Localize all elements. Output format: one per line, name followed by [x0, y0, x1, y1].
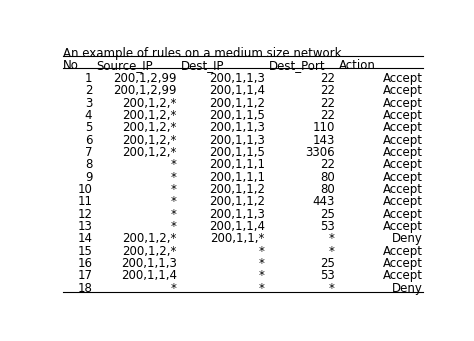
- Text: 22: 22: [320, 97, 335, 109]
- Text: 200,1,1,3: 200,1,1,3: [209, 208, 265, 221]
- Text: 200,1,2,99: 200,1,2,99: [113, 72, 177, 85]
- Text: 80: 80: [320, 183, 335, 196]
- Text: *: *: [329, 282, 335, 295]
- Text: 200,1,1,4: 200,1,1,4: [209, 220, 265, 233]
- Text: Deny: Deny: [392, 282, 423, 295]
- Text: 200,1,2,99: 200,1,2,99: [113, 84, 177, 97]
- Text: Deny: Deny: [392, 232, 423, 245]
- Text: 80: 80: [320, 170, 335, 184]
- Text: Accept: Accept: [383, 158, 423, 171]
- Text: 200,1,1,2: 200,1,1,2: [209, 183, 265, 196]
- Text: Accept: Accept: [383, 183, 423, 196]
- Text: Accept: Accept: [383, 134, 423, 147]
- Text: No.: No.: [63, 59, 82, 72]
- Text: 110: 110: [312, 121, 335, 134]
- Text: 200,1,2,*: 200,1,2,*: [122, 134, 177, 147]
- Text: Accept: Accept: [383, 121, 423, 134]
- Text: 200,1,1,3: 200,1,1,3: [209, 72, 265, 85]
- Text: Accept: Accept: [383, 72, 423, 85]
- Text: Source_IP: Source_IP: [96, 59, 153, 72]
- Text: 3: 3: [85, 97, 92, 109]
- Text: 200,1,1,4: 200,1,1,4: [121, 269, 177, 282]
- Text: Action: Action: [338, 59, 375, 72]
- Text: *: *: [329, 245, 335, 258]
- Text: 9: 9: [85, 170, 92, 184]
- Text: *: *: [171, 158, 177, 171]
- Text: 53: 53: [320, 220, 335, 233]
- Text: *: *: [171, 170, 177, 184]
- Text: 200,1,1,5: 200,1,1,5: [209, 109, 265, 122]
- Text: 8: 8: [85, 158, 92, 171]
- Text: 200,1,2,*: 200,1,2,*: [122, 97, 177, 109]
- Text: 200,1,1,1: 200,1,1,1: [209, 158, 265, 171]
- Text: 1: 1: [85, 72, 92, 85]
- Text: 22: 22: [320, 72, 335, 85]
- Text: *: *: [259, 245, 265, 258]
- Text: 200,1,1,2: 200,1,1,2: [209, 97, 265, 109]
- Text: 15: 15: [77, 245, 92, 258]
- Text: 22: 22: [320, 109, 335, 122]
- Text: 53: 53: [320, 269, 335, 282]
- Text: *: *: [259, 257, 265, 270]
- Text: 200,1,2,*: 200,1,2,*: [122, 245, 177, 258]
- Text: *: *: [171, 183, 177, 196]
- Text: 22: 22: [320, 84, 335, 97]
- Text: 200,1,1,3: 200,1,1,3: [121, 257, 177, 270]
- Text: 25: 25: [320, 208, 335, 221]
- Text: 200,1,1,2: 200,1,1,2: [209, 195, 265, 208]
- Text: 18: 18: [77, 282, 92, 295]
- Text: *: *: [259, 269, 265, 282]
- Text: Dest_Port: Dest_Port: [269, 59, 325, 72]
- Text: Accept: Accept: [383, 146, 423, 159]
- Text: Accept: Accept: [383, 269, 423, 282]
- Text: Accept: Accept: [383, 220, 423, 233]
- Text: 5: 5: [85, 121, 92, 134]
- Text: 200,1,1,1: 200,1,1,1: [209, 170, 265, 184]
- Text: 13: 13: [77, 220, 92, 233]
- Text: 200,1,2,*: 200,1,2,*: [122, 121, 177, 134]
- Text: *: *: [171, 282, 177, 295]
- Text: 200,1,1,5: 200,1,1,5: [209, 146, 265, 159]
- Text: 14: 14: [77, 232, 92, 245]
- Text: 4: 4: [85, 109, 92, 122]
- Text: 443: 443: [312, 195, 335, 208]
- Text: Dest_IP: Dest_IP: [181, 59, 224, 72]
- Text: 200,1,2,*: 200,1,2,*: [122, 232, 177, 245]
- Text: 25: 25: [320, 257, 335, 270]
- Text: 6: 6: [85, 134, 92, 147]
- Text: *: *: [171, 220, 177, 233]
- Text: 11: 11: [77, 195, 92, 208]
- Text: 17: 17: [77, 269, 92, 282]
- Text: Accept: Accept: [383, 97, 423, 109]
- Text: Accept: Accept: [383, 84, 423, 97]
- Text: 22: 22: [320, 158, 335, 171]
- Text: Accept: Accept: [383, 245, 423, 258]
- Text: Accept: Accept: [383, 208, 423, 221]
- Text: Accept: Accept: [383, 195, 423, 208]
- Text: 200,1,1,4: 200,1,1,4: [209, 84, 265, 97]
- Text: *: *: [259, 282, 265, 295]
- Text: 200,1,2,*: 200,1,2,*: [122, 109, 177, 122]
- Text: Accept: Accept: [383, 170, 423, 184]
- Text: 10: 10: [77, 183, 92, 196]
- Text: Accept: Accept: [383, 109, 423, 122]
- Text: *: *: [171, 208, 177, 221]
- Text: 200,1,1,3: 200,1,1,3: [209, 121, 265, 134]
- Text: 16: 16: [77, 257, 92, 270]
- Text: 2: 2: [85, 84, 92, 97]
- Text: *: *: [171, 195, 177, 208]
- Text: *: *: [329, 232, 335, 245]
- Text: 200,1,1,3: 200,1,1,3: [209, 134, 265, 147]
- Text: Accept: Accept: [383, 257, 423, 270]
- Text: 200,1,2,*: 200,1,2,*: [122, 146, 177, 159]
- Text: 7: 7: [85, 146, 92, 159]
- Text: An example of rules on a medium size network.: An example of rules on a medium size net…: [63, 47, 345, 60]
- Text: 12: 12: [77, 208, 92, 221]
- Text: 3306: 3306: [305, 146, 335, 159]
- Text: 200,1,1,*: 200,1,1,*: [210, 232, 265, 245]
- Text: 143: 143: [312, 134, 335, 147]
